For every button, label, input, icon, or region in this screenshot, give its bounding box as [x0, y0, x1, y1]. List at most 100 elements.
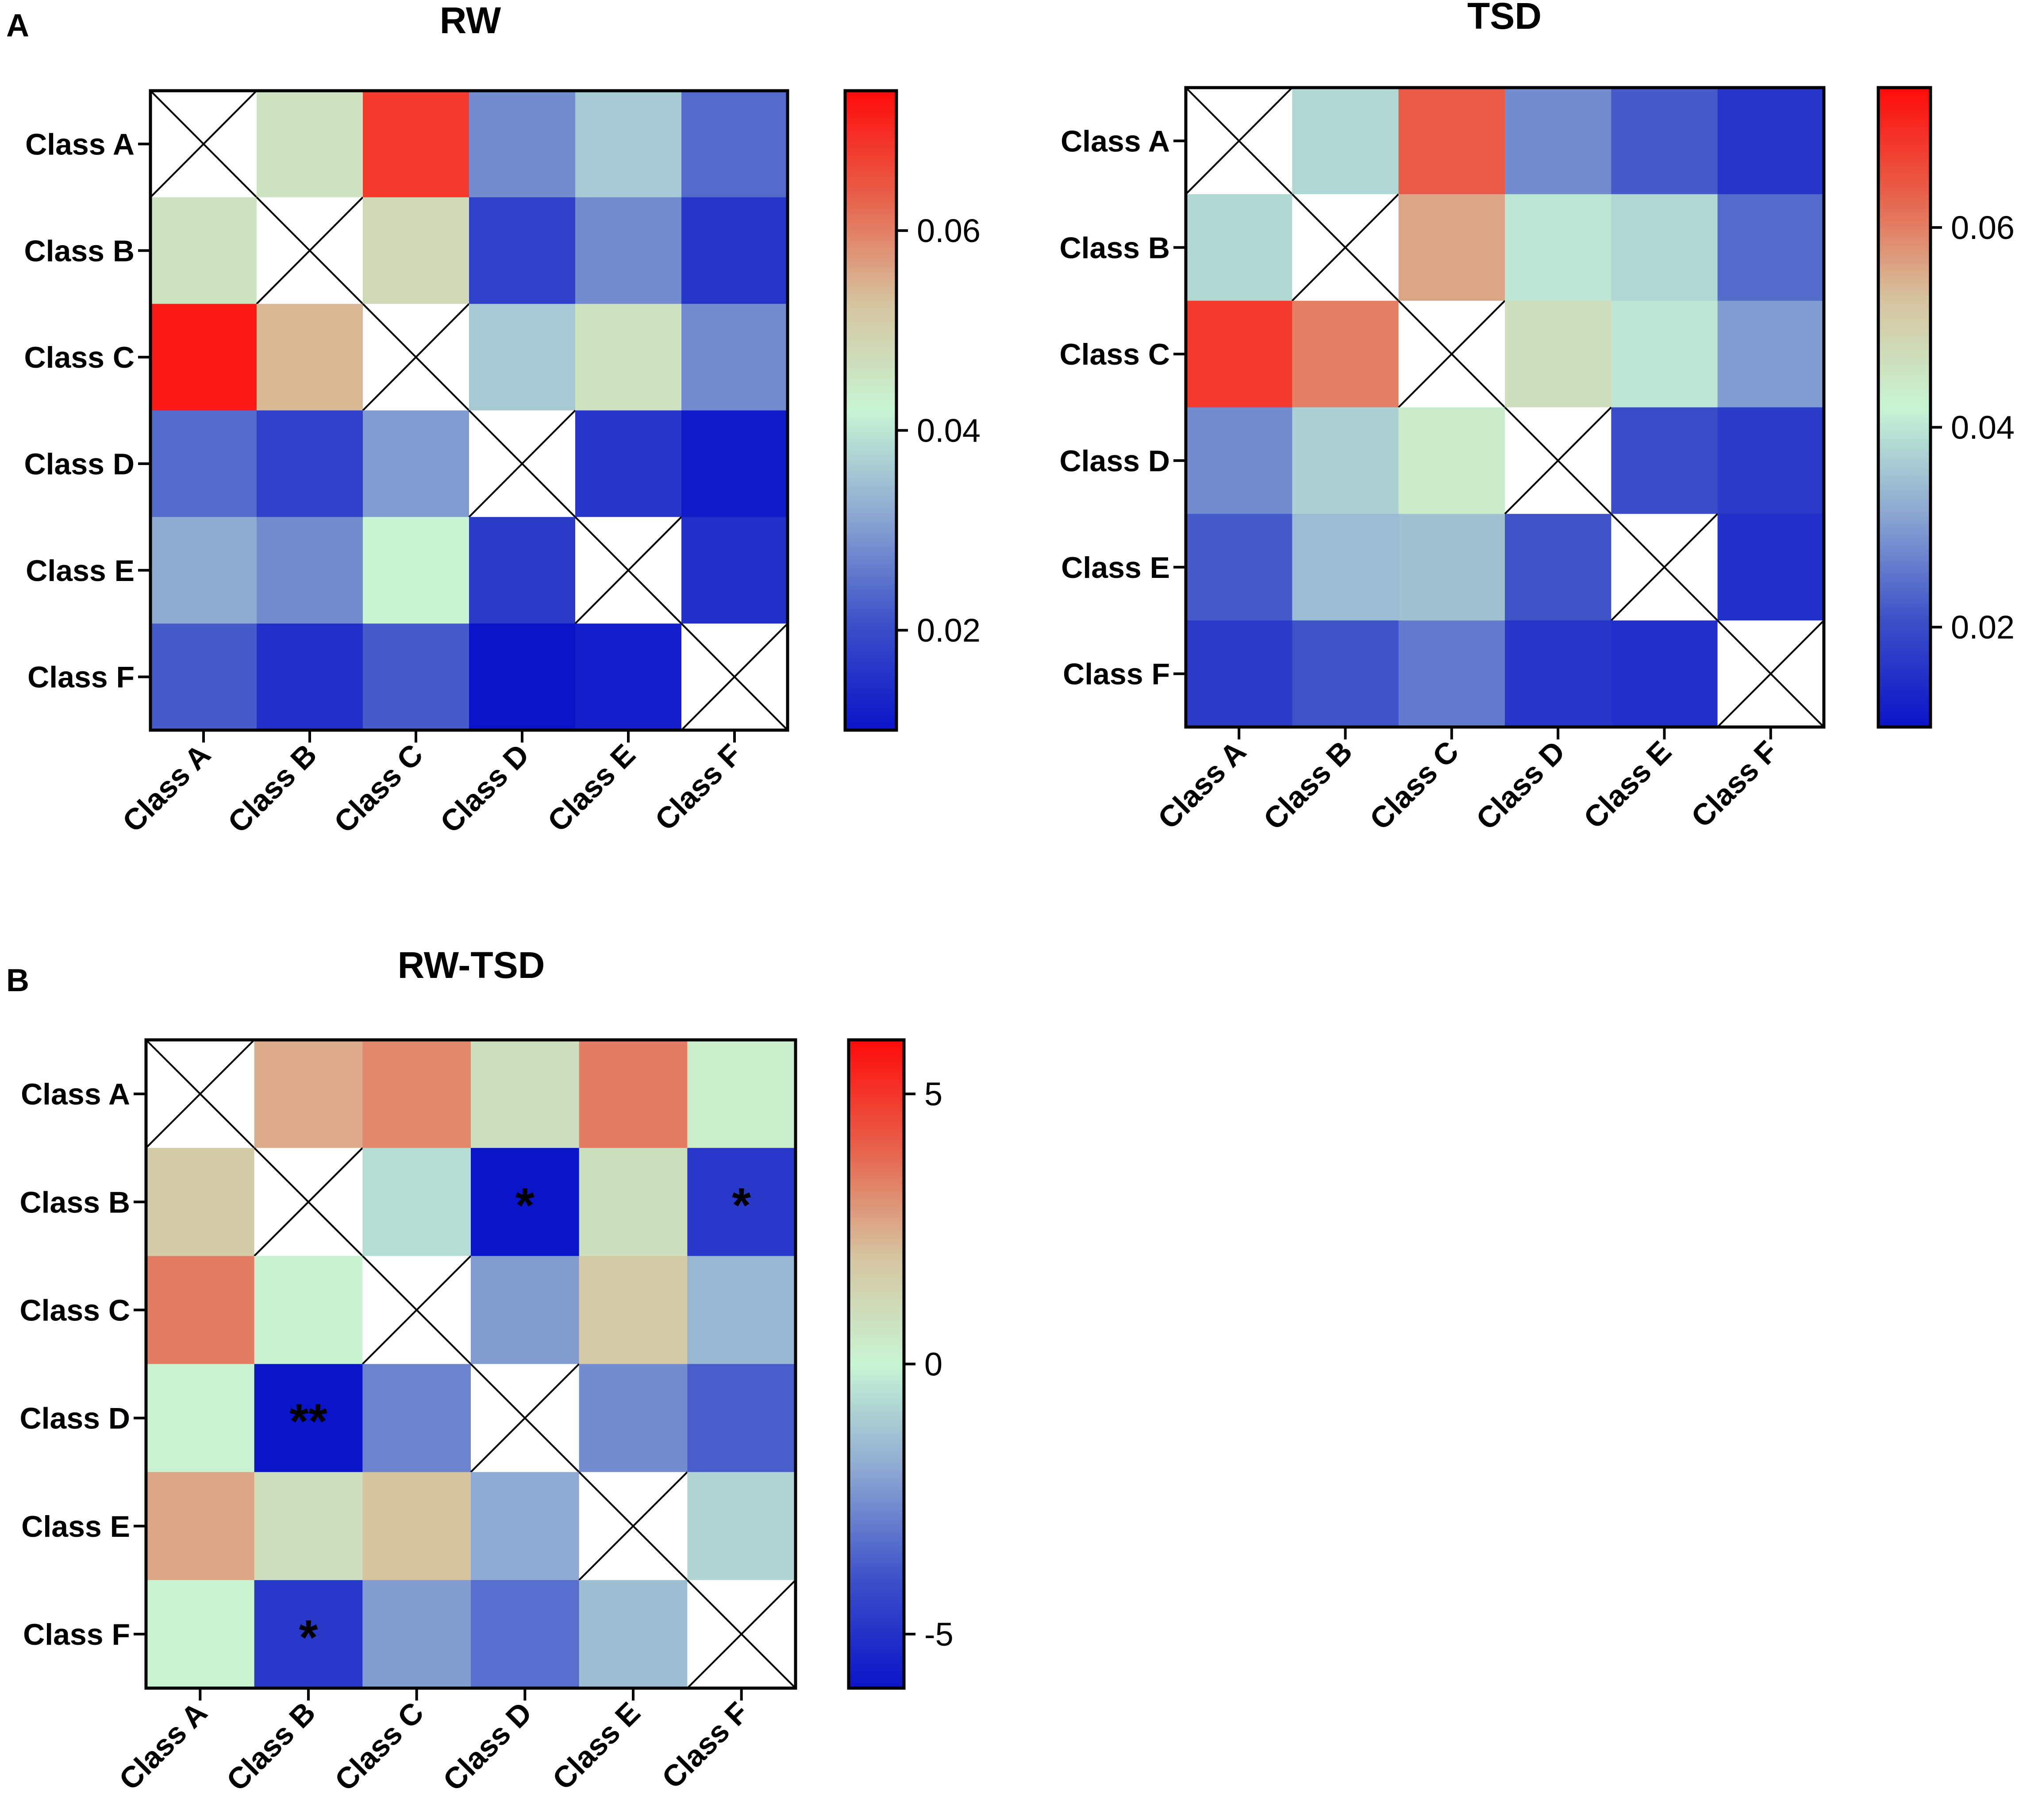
- panel-label-b: B: [6, 963, 29, 998]
- heatmap-cell: [254, 1364, 363, 1473]
- chart-title: RW-TSD: [398, 944, 545, 986]
- y-tick-label: Class A: [1061, 124, 1170, 158]
- heatmap-cell: [362, 1472, 471, 1581]
- heatmap-cell: [1398, 620, 1505, 727]
- diagonal-cross-line: [1185, 87, 1293, 195]
- colorbar-tick-label: 0.04: [917, 412, 981, 449]
- heatmap-cell: [362, 1040, 471, 1148]
- diagonal-cross-line: [254, 1147, 363, 1257]
- panel-label-a: A: [6, 8, 29, 43]
- heatmap-cell: [575, 623, 682, 731]
- y-tick-label: Class B: [20, 1185, 130, 1219]
- heatmap-cell: [687, 1148, 796, 1256]
- heatmap-cell: [1717, 407, 1824, 514]
- colorbar: [1877, 86, 1932, 729]
- y-tick-label: Class C: [1060, 338, 1170, 371]
- heatmap-cell: [681, 197, 788, 304]
- y-tick-label: Class D: [20, 1402, 130, 1435]
- heatmap-cell: [575, 410, 682, 517]
- diagonal-cross-line: [468, 410, 576, 518]
- heatmap-cell: [687, 1256, 796, 1364]
- diagonal-cross-line: [681, 623, 788, 731]
- x-tick-label: Class E: [541, 738, 642, 838]
- y-tick-label: Class C: [24, 341, 135, 374]
- heatmap-frame: [1184, 86, 1826, 729]
- significance-marker: **: [289, 1394, 327, 1449]
- chart-title: RW: [440, 0, 501, 41]
- heatmap-cell: [1186, 300, 1292, 408]
- heatmap-cell: [471, 1256, 580, 1364]
- heatmap-cell: [1398, 407, 1505, 514]
- diagonal-cross-line: [361, 1255, 472, 1365]
- heatmap-cell: [363, 410, 469, 517]
- heatmap-cell: [363, 197, 469, 304]
- heatmap-cell: [579, 1256, 688, 1364]
- heatmap-cell: [1611, 88, 1718, 195]
- heatmap-cell: [469, 91, 576, 198]
- heatmap-cell: [362, 1364, 471, 1473]
- heatmap-cell: [1611, 194, 1718, 301]
- heatmap-cell: [579, 1040, 688, 1148]
- diagonal-cross-line: [1717, 619, 1825, 728]
- heatmap-cell: [1505, 620, 1611, 727]
- heatmap-cell: [146, 1256, 255, 1364]
- significance-marker: *: [299, 1610, 318, 1665]
- x-tick-label: Class D: [434, 738, 535, 839]
- x-tick-label: Class C: [327, 738, 429, 839]
- colorbar-tick-label: 0: [924, 1346, 942, 1383]
- heatmap-cell: [146, 1472, 255, 1581]
- chart-title: TSD: [1467, 0, 1542, 37]
- significance-marker: *: [732, 1178, 751, 1232]
- x-tick-label: Class D: [1470, 735, 1572, 836]
- colorbar-tick-label: 0.02: [917, 612, 981, 649]
- heatmap-cell: [1186, 194, 1292, 301]
- heatmap-cell: [362, 1148, 471, 1256]
- y-tick-label: Class D: [24, 447, 135, 481]
- y-tick-label: Class A: [21, 1077, 130, 1111]
- heatmap-cell: [579, 1148, 688, 1256]
- heatmap-cell: [681, 304, 788, 411]
- heatmap-cell: [469, 197, 576, 304]
- heatmap-cell: [1717, 194, 1824, 301]
- heatmap-cell: [471, 1580, 580, 1689]
- x-tick-label: Class B: [220, 1696, 322, 1797]
- y-tick-label: Class E: [26, 554, 135, 588]
- y-tick-label: Class B: [24, 234, 135, 268]
- heatmap-frame: [149, 89, 789, 732]
- heatmap-cell: [681, 91, 788, 198]
- diagonal-cross-line: [574, 516, 682, 624]
- diagonal-cross-line: [150, 90, 258, 198]
- x-tick-label: Class A: [116, 738, 217, 839]
- y-tick-label: Class A: [25, 127, 135, 161]
- diagonal-cross-line: [145, 1039, 255, 1149]
- heatmap-cell: [146, 1580, 255, 1689]
- heatmap-cell: [150, 517, 257, 624]
- significance-marker: *: [515, 1178, 535, 1232]
- y-tick-label: Class E: [1061, 551, 1170, 585]
- heatmap-cell: [1505, 514, 1611, 621]
- heatmap-cell: [1505, 300, 1611, 408]
- colorbar: [843, 89, 898, 732]
- heatmap-cell: [1398, 514, 1505, 621]
- heatmap-cell: [257, 304, 363, 411]
- heatmap-cell: [687, 1040, 796, 1148]
- x-tick-label: Class A: [1151, 735, 1252, 835]
- heatmap-cell: [1398, 194, 1505, 301]
- heatmap-cell: [150, 304, 257, 411]
- heatmap-cell: [681, 410, 788, 517]
- heatmap-cell: [575, 197, 682, 304]
- heatmap-cell: [575, 304, 682, 411]
- diagonal-cross-line: [1504, 407, 1612, 515]
- heatmap-cell: [579, 1580, 688, 1689]
- diagonal-cross-line: [256, 196, 364, 305]
- heatmap-cell: [471, 1472, 580, 1581]
- heatmap-cell: [1611, 620, 1718, 727]
- heatmap-cell: [1186, 407, 1292, 514]
- diagonal-cross-line: [1291, 193, 1400, 302]
- heatmap-cell: [1611, 300, 1718, 408]
- heatmap-cell: [363, 91, 469, 198]
- heatmap-cell: [469, 517, 576, 624]
- heatmap-cell: [257, 410, 363, 517]
